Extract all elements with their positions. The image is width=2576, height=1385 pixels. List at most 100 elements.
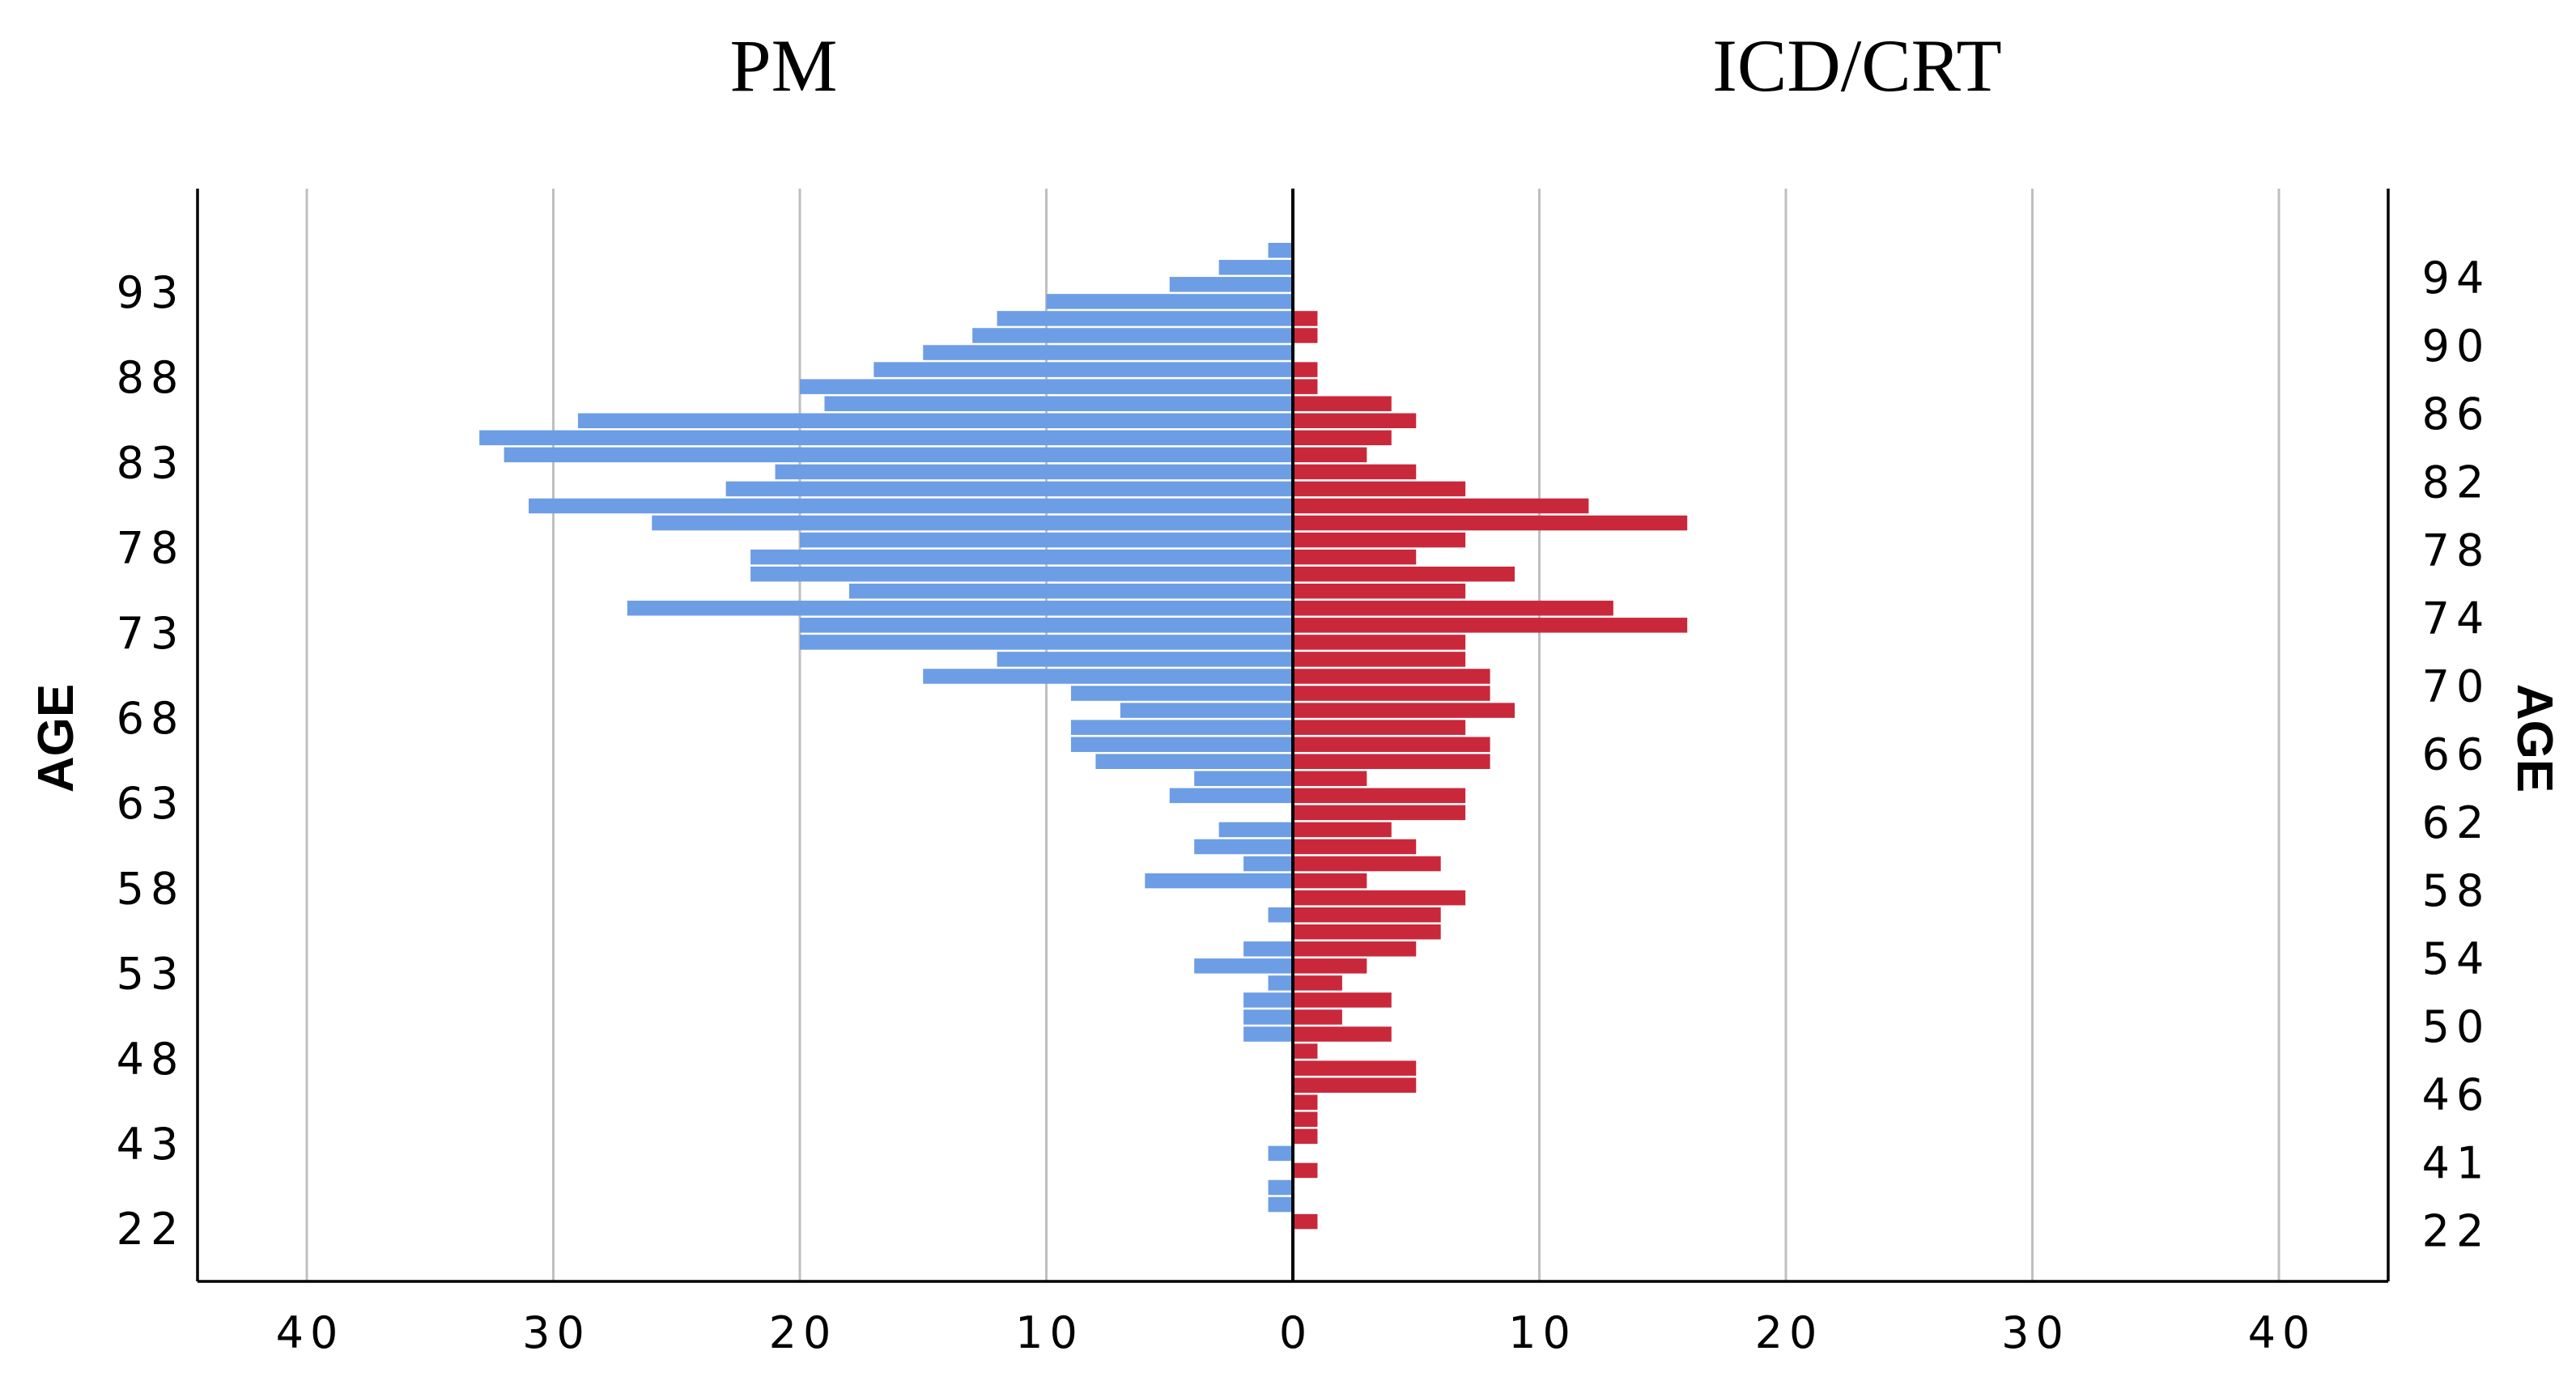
icd-crt-bar-18: [1293, 549, 1417, 565]
title-pm: PM: [730, 24, 838, 107]
icd-crt-bar-36: [1293, 856, 1441, 872]
pm-bar-0: [1268, 243, 1293, 258]
icd-crt-bar-34: [1293, 822, 1392, 838]
icd-crt-bar-54: [1293, 1162, 1318, 1179]
icd-crt-bar-44: [1293, 992, 1392, 1008]
left-age-label: 22: [117, 1204, 185, 1255]
pm-bar-34: [1218, 822, 1293, 838]
icd-crt-bar-31: [1293, 771, 1367, 787]
pm-bar-39: [1268, 907, 1293, 923]
icd-crt-bar-29: [1293, 737, 1490, 752]
x-tick-label: 20: [1755, 1307, 1824, 1358]
left-age-label: 53: [117, 949, 185, 1000]
pm-bar-18: [750, 549, 1293, 565]
pm-bar-10: [577, 413, 1293, 428]
icd-crt-bar-45: [1293, 1009, 1342, 1025]
right-age-label: 74: [2422, 593, 2491, 644]
pm-bar-46: [1243, 1026, 1293, 1042]
right-age-label: 50: [2422, 1001, 2491, 1052]
icd-crt-bar-48: [1293, 1060, 1417, 1076]
y-axis-label-left: AGE: [28, 684, 84, 792]
icd-crt-bar-27: [1293, 703, 1515, 718]
pm-bar-16: [652, 515, 1293, 531]
pm-bar-13: [775, 464, 1293, 480]
pm-bar-55: [1268, 1179, 1293, 1196]
pm-bar-30: [1095, 754, 1293, 769]
pm-bar-45: [1243, 1009, 1293, 1025]
right-age-label: 82: [2422, 457, 2491, 508]
pm-bar-1: [1218, 260, 1293, 275]
icd-crt-bar-46: [1293, 1026, 1392, 1042]
x-tick-label: 30: [522, 1307, 591, 1358]
icd-crt-bar-57: [1293, 1213, 1318, 1230]
icd-crt-bar-12: [1293, 447, 1367, 463]
pm-bar-3: [1046, 294, 1293, 309]
x-tick-label: 0: [1279, 1307, 1313, 1358]
pm-bar-44: [1243, 992, 1293, 1008]
pm-bar-4: [997, 311, 1293, 326]
pm-bar-15: [529, 498, 1293, 514]
icd-crt-bar-42: [1293, 958, 1367, 974]
right-age-label: 41: [2422, 1137, 2491, 1188]
icd-crt-bar-20: [1293, 584, 1466, 599]
pm-bar-5: [972, 328, 1293, 343]
icd-crt-bar-16: [1293, 515, 1688, 531]
pm-bar-36: [1243, 856, 1293, 872]
axes-group: [196, 189, 2390, 1283]
icd-crt-bar-7: [1293, 362, 1318, 377]
pm-bar-28: [1070, 720, 1293, 735]
icd-crt-bar-43: [1293, 975, 1342, 991]
right-age-label: 22: [2422, 1205, 2491, 1256]
pm-bar-53: [1268, 1145, 1293, 1162]
left-age-label: 73: [117, 608, 185, 659]
right-age-label: 62: [2422, 797, 2491, 848]
left-age-label: 93: [117, 267, 185, 318]
left-age-label: 43: [117, 1119, 185, 1170]
pm-bar-12: [504, 447, 1293, 463]
icd-crt-bar-19: [1293, 566, 1515, 582]
right-age-label: 54: [2422, 933, 2491, 984]
x-tick-label: 20: [769, 1307, 838, 1358]
pm-bar-24: [997, 652, 1293, 667]
pm-bar-25: [923, 669, 1293, 684]
icd-crt-bar-23: [1293, 635, 1466, 650]
pm-bar-11: [479, 430, 1293, 446]
right-age-label: 46: [2422, 1069, 2491, 1120]
pm-bar-2: [1169, 277, 1293, 292]
icd-crt-bar-22: [1293, 618, 1688, 633]
pm-bar-32: [1169, 788, 1293, 804]
icd-crt-bar-15: [1293, 498, 1589, 514]
pm-bar-43: [1268, 975, 1293, 991]
x-tick-label: 10: [1508, 1307, 1577, 1358]
x-tick-label: 40: [2248, 1307, 2317, 1358]
pm-bar-8: [800, 379, 1293, 394]
labels-group: PM ICD/CRT AGE AGE 40 30 20 10 0 10 20 30 40 93 88…: [28, 24, 2562, 1358]
icd-crt-bar-14: [1293, 481, 1466, 497]
icd-crt-bar-41: [1293, 941, 1417, 957]
right-age-label: 70: [2422, 661, 2491, 712]
icd-crt-bar-50: [1293, 1094, 1318, 1110]
pm-bar-23: [800, 635, 1293, 650]
icd-crt-bar-38: [1293, 890, 1466, 906]
pm-bar-21: [627, 601, 1293, 616]
pm-bar-41: [1243, 941, 1293, 957]
left-age-label: 63: [117, 778, 185, 829]
right-age-label: 58: [2422, 865, 2491, 916]
bars-group: [479, 243, 1688, 1230]
pm-bar-29: [1070, 737, 1293, 752]
icd-crt-bar-33: [1293, 805, 1466, 821]
icd-crt-bar-21: [1293, 601, 1613, 616]
icd-crt-bar-11: [1293, 430, 1392, 446]
icd-crt-bar-28: [1293, 720, 1466, 735]
icd-crt-bar-24: [1293, 652, 1466, 667]
icd-crt-bar-51: [1293, 1111, 1318, 1128]
left-age-label: 83: [117, 437, 185, 488]
pm-bar-27: [1120, 703, 1293, 718]
icd-crt-bar-8: [1293, 379, 1318, 394]
left-age-label: 68: [117, 693, 185, 744]
right-age-label: 86: [2422, 389, 2491, 440]
y-axis-label-right: AGE: [2506, 684, 2562, 792]
x-tick-label: 40: [276, 1307, 345, 1358]
left-age-label: 88: [117, 352, 185, 403]
